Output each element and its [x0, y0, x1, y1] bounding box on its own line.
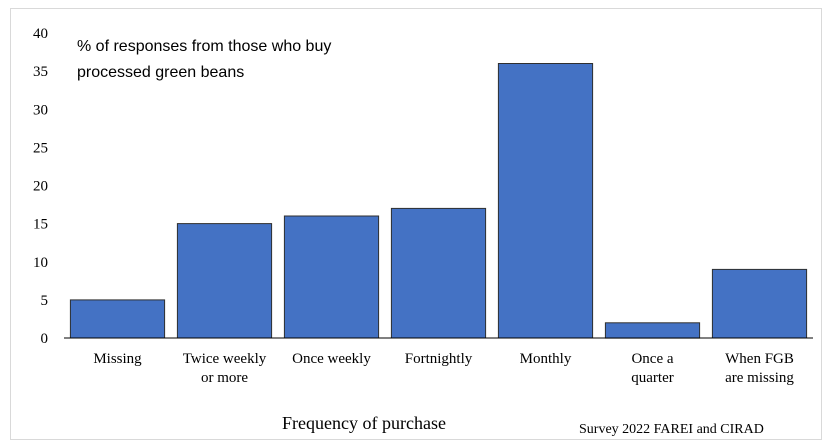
y-tick-label: 15: [33, 217, 48, 233]
bar: [390, 207, 487, 339]
chart-inner-title-line-2: processed green beans: [77, 64, 244, 81]
source-note: Survey 2022 FAREI and CIRAD: [579, 422, 764, 437]
y-tick-label: 35: [33, 64, 48, 80]
x-category-label: Monthly: [520, 351, 572, 367]
chart-inner-title-line-1: % of responses from those who buy: [77, 38, 331, 55]
x-category-label: When FGB are missing: [725, 351, 794, 386]
y-tick-label: 40: [33, 26, 48, 42]
x-axis-title: Frequency of purchase: [282, 413, 446, 433]
y-tick-label: 30: [33, 102, 48, 118]
bar: [283, 215, 380, 339]
x-category-label: Fortnightly: [405, 351, 473, 367]
bar: [69, 299, 166, 339]
bars: [69, 63, 808, 339]
y-tick-label: 25: [33, 140, 48, 156]
x-category-label: Missing: [93, 351, 142, 367]
y-axis-ticks: 0 5 10 15 20 25 30 35 40: [33, 26, 48, 347]
x-category-label: Once weekly: [292, 351, 371, 367]
bar-chart: 0 5 10 15 20 25 30 35 40 Missing Twice weekly or m…: [33, 26, 813, 437]
x-category-label: Twice weekly or more: [183, 351, 267, 386]
bar: [604, 322, 701, 339]
chart-frame: 0 5 10 15 20 25 30 35 40 Missing Twice weekly or m…: [10, 8, 822, 440]
bar: [176, 223, 273, 339]
y-tick-label: 0: [41, 331, 49, 347]
bar: [497, 63, 594, 339]
y-tick-label: 20: [33, 179, 48, 195]
x-category-label: Once a quarter: [631, 351, 674, 386]
bar: [711, 268, 808, 339]
y-tick-label: 5: [41, 293, 49, 309]
y-tick-label: 10: [33, 255, 48, 271]
x-axis-category-labels: Missing Twice weekly or more Once weekly For…: [93, 351, 794, 386]
